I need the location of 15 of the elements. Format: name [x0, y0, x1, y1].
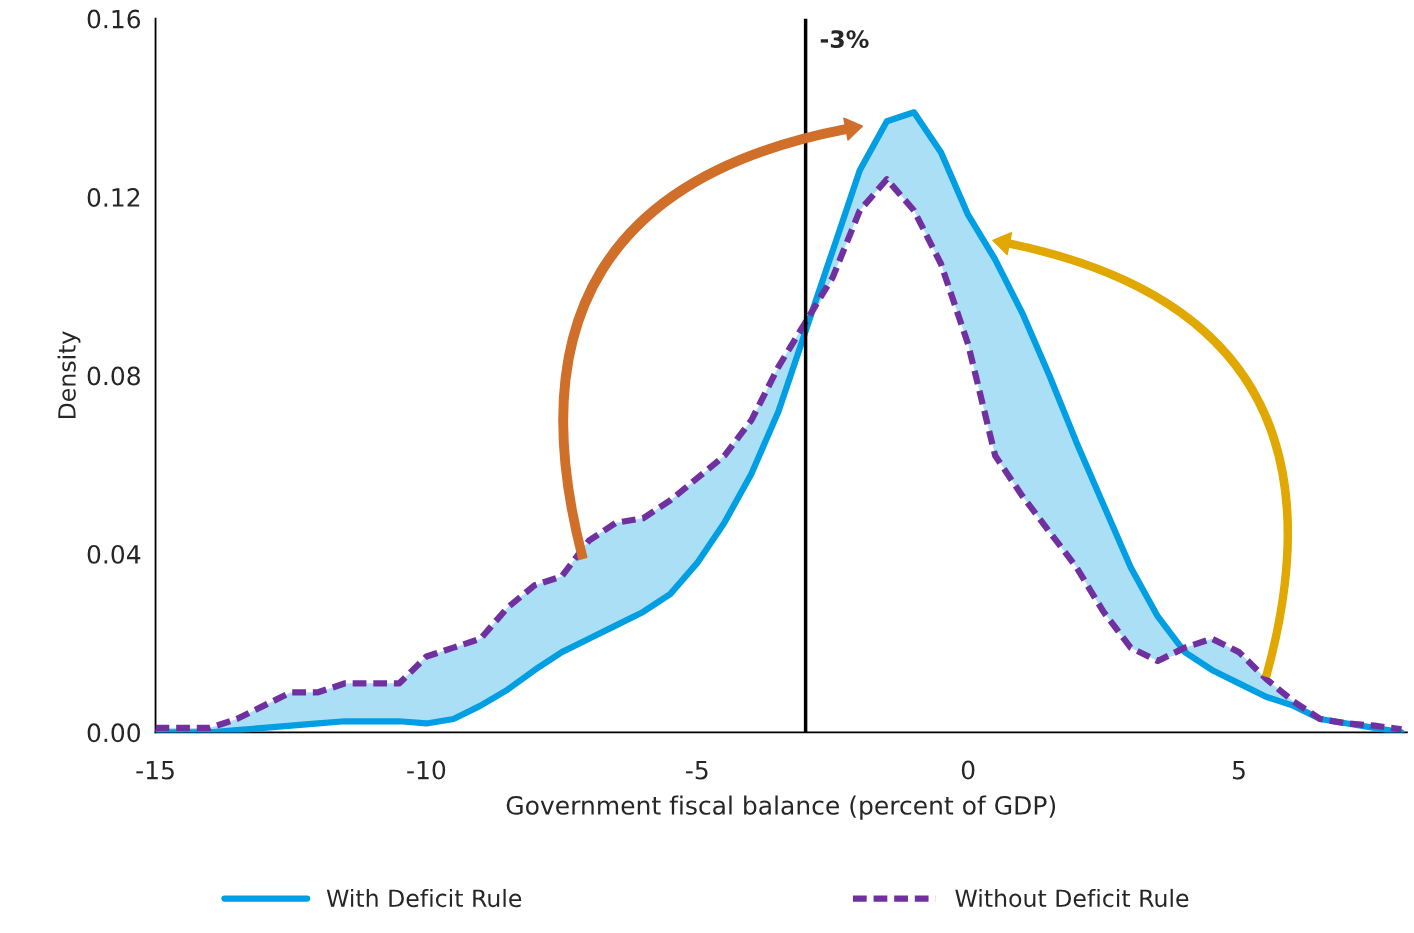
x-tick-label: -10 [407, 760, 446, 780]
x-tick-label: -5 [686, 760, 708, 780]
y-tick-label: 0.00 [87, 723, 140, 743]
x-tick-label: 5 [1232, 760, 1245, 780]
y-tick-label: 0.12 [87, 188, 140, 207]
legend-label: Without Deficit Rule [955, 888, 1189, 908]
y-tick-label: 0.04 [87, 544, 141, 564]
x-tick-label: 0 [961, 760, 975, 780]
x-tick-label: -15 [136, 760, 174, 780]
y-tick-label: 0.16 [87, 9, 141, 29]
y-axis-title: Density [57, 331, 81, 419]
ref-line-label: -3% [820, 30, 869, 49]
x-axis-title: Government fiscal balance (percent of GDP) [506, 795, 1056, 820]
y-tick-label: 0.08 [87, 366, 140, 386]
legend-label: With Deficit Rule [326, 888, 522, 908]
